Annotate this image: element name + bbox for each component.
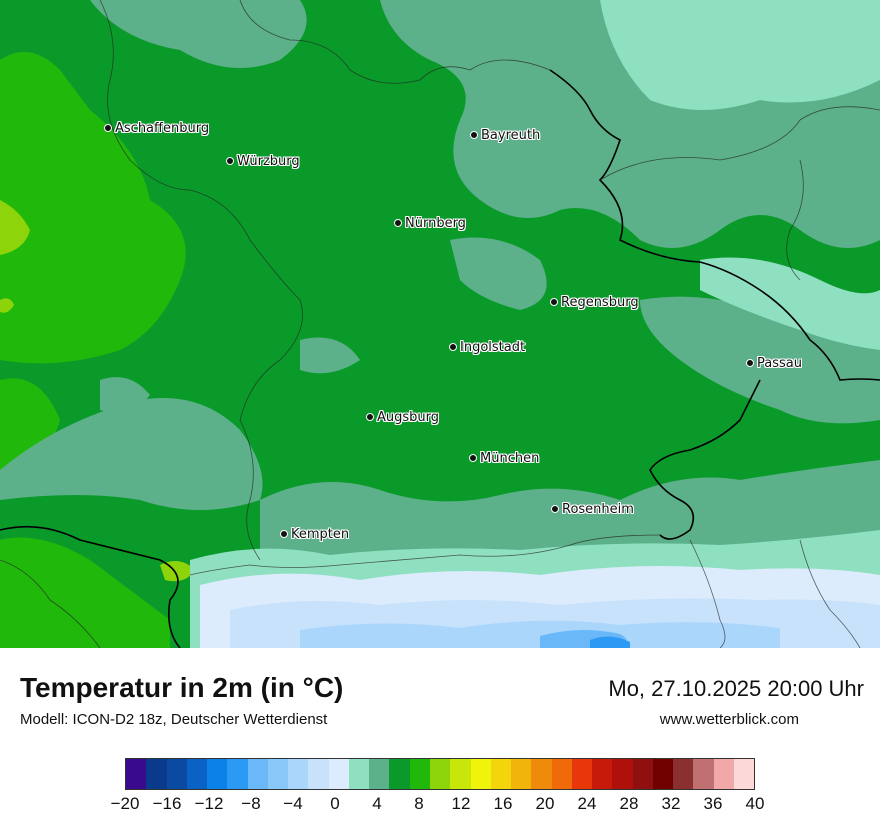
city-label: Regensburg bbox=[561, 294, 639, 310]
legend-swatch bbox=[693, 759, 714, 789]
city-label: München bbox=[480, 450, 540, 466]
city-marker-wuerzburg[interactable]: Würzburg bbox=[226, 153, 300, 169]
city-dot-icon bbox=[366, 413, 374, 421]
legend-swatch bbox=[470, 759, 491, 789]
city-marker-regensburg[interactable]: Regensburg bbox=[550, 294, 639, 310]
city-label: Bayreuth bbox=[481, 127, 541, 143]
legend-tick-label: −12 bbox=[194, 794, 224, 813]
legend-swatch bbox=[126, 759, 147, 789]
legend-swatch bbox=[369, 759, 390, 789]
legend-swatch bbox=[673, 759, 694, 789]
city-dot-icon bbox=[394, 219, 402, 227]
legend-swatch bbox=[632, 759, 653, 789]
legend-swatch bbox=[166, 759, 187, 789]
city-dot-icon bbox=[104, 124, 112, 132]
city-label: Rosenheim bbox=[562, 501, 634, 517]
city-dot-icon bbox=[470, 131, 478, 139]
map-layer bbox=[0, 0, 880, 648]
city-label: Passau bbox=[757, 355, 802, 371]
legend-swatch bbox=[288, 759, 309, 789]
legend-swatch bbox=[612, 759, 633, 789]
legend-tick-label: −20 bbox=[110, 794, 140, 813]
map-title: Temperatur in 2m (in °C) bbox=[20, 672, 344, 703]
legend-swatch bbox=[490, 759, 512, 789]
legend-tick-label: −8 bbox=[241, 794, 261, 813]
city-marker-augsburg[interactable]: Augsburg bbox=[366, 409, 439, 425]
legend-tick-label: 0 bbox=[330, 794, 340, 813]
legend-swatch bbox=[328, 759, 349, 789]
city-label: Nürnberg bbox=[405, 215, 466, 231]
city-dot-icon bbox=[746, 359, 754, 367]
city-label: Würzburg bbox=[237, 153, 300, 169]
legend-swatch bbox=[713, 759, 734, 789]
city-label: Aschaffenburg bbox=[115, 120, 210, 136]
legend-swatch bbox=[511, 759, 532, 789]
legend-swatch bbox=[571, 759, 593, 789]
city-marker-kempten[interactable]: Kempten bbox=[280, 526, 349, 542]
legend-swatch bbox=[409, 759, 430, 789]
legend-swatch bbox=[531, 759, 552, 789]
legend-tick-label: 20 bbox=[535, 794, 555, 813]
city-dot-icon bbox=[449, 343, 457, 351]
legend-ticks: −20 −16 −12 −8 −4 0 4 8 12 16 20 24 28 32 36 40 bbox=[0, 794, 880, 818]
city-marker-bayreuth[interactable]: Bayreuth bbox=[470, 127, 540, 143]
city-label: Kempten bbox=[291, 526, 350, 542]
legend-tick-label: −4 bbox=[283, 794, 303, 813]
temperature-map[interactable]: Aschaffenburg Würzburg Bayreuth Nürnberg… bbox=[0, 0, 880, 648]
legend-swatch bbox=[207, 759, 228, 789]
legend-swatch bbox=[733, 759, 755, 789]
city-dot-icon bbox=[280, 530, 288, 538]
legend-swatch bbox=[592, 759, 613, 789]
legend-tick-label: 32 bbox=[661, 794, 681, 813]
legend-tick-label: 28 bbox=[619, 794, 639, 813]
city-marker-passau[interactable]: Passau bbox=[746, 355, 802, 371]
legend-swatch bbox=[227, 759, 248, 789]
city-dot-icon bbox=[226, 157, 234, 165]
legend-tick-label: 40 bbox=[745, 794, 765, 813]
city-label: Augsburg bbox=[377, 409, 440, 425]
legend-swatch bbox=[267, 759, 289, 789]
city-label: Ingolstadt bbox=[460, 339, 526, 355]
legend-swatch bbox=[652, 759, 674, 789]
legend-tick-label: 36 bbox=[703, 794, 723, 813]
city-dot-icon bbox=[469, 454, 477, 462]
legend-tick-label: 12 bbox=[451, 794, 471, 813]
legend-tick-label: 16 bbox=[493, 794, 513, 813]
legend-swatch bbox=[450, 759, 471, 789]
city-dot-icon bbox=[550, 298, 558, 306]
city-marker-rosenheim[interactable]: Rosenheim bbox=[551, 501, 634, 517]
color-legend bbox=[125, 758, 755, 790]
forecast-datetime: Mo, 27.10.2025 20:00 Uhr bbox=[608, 676, 864, 701]
legend-swatch bbox=[186, 759, 208, 789]
legend-swatch bbox=[247, 759, 268, 789]
legend-swatch bbox=[551, 759, 572, 789]
city-marker-ingolstadt[interactable]: Ingolstadt bbox=[449, 339, 525, 355]
legend-tick-label: 4 bbox=[372, 794, 382, 813]
legend-swatch bbox=[146, 759, 167, 789]
legend-tick-label: −16 bbox=[152, 794, 182, 813]
legend-swatch bbox=[389, 759, 410, 789]
city-marker-muenchen[interactable]: München bbox=[469, 450, 539, 466]
legend-swatch bbox=[348, 759, 370, 789]
legend-tick-label: 8 bbox=[414, 794, 424, 813]
city-marker-aschaffenburg[interactable]: Aschaffenburg bbox=[104, 120, 209, 136]
legend-swatch bbox=[429, 759, 451, 789]
website-link[interactable]: www.wetterblick.com bbox=[659, 711, 799, 728]
legend-tick-label: 24 bbox=[577, 794, 597, 813]
legend-swatch bbox=[308, 759, 329, 789]
city-marker-nuernberg[interactable]: Nürnberg bbox=[394, 215, 466, 231]
city-dot-icon bbox=[551, 505, 559, 513]
model-subtitle: Modell: ICON-D2 18z, Deutscher Wetterdie… bbox=[20, 711, 328, 728]
